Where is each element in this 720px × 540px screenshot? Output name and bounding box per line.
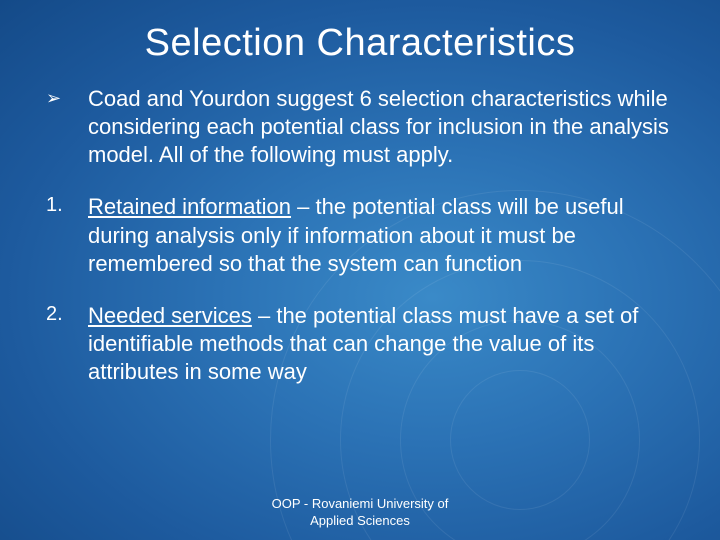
- footer-line: Applied Sciences: [0, 512, 720, 530]
- footer: OOP - Rovaniemi University of Applied Sc…: [0, 495, 720, 530]
- slide-title: Selection Characteristics: [40, 22, 680, 65]
- item-rest: Coad and Yourdon suggest 6 selection cha…: [88, 86, 669, 167]
- item-underlined: Needed services: [88, 303, 252, 328]
- item-text: Needed services – the potential class mu…: [88, 302, 680, 386]
- item-text: Coad and Yourdon suggest 6 selection cha…: [88, 85, 680, 169]
- item-number: 1.: [40, 193, 88, 277]
- list-item: 1. Retained information – the potential …: [40, 193, 680, 277]
- item-number: 2.: [40, 302, 88, 386]
- slide: Selection Characteristics ➢ Coad and You…: [0, 0, 720, 540]
- footer-line: OOP - Rovaniemi University of: [0, 495, 720, 513]
- list-item: 2. Needed services – the potential class…: [40, 302, 680, 386]
- bullet-arrow-icon: ➢: [40, 85, 88, 169]
- list-item: ➢ Coad and Yourdon suggest 6 selection c…: [40, 85, 680, 169]
- item-text: Retained information – the potential cla…: [88, 193, 680, 277]
- item-underlined: Retained information: [88, 194, 291, 219]
